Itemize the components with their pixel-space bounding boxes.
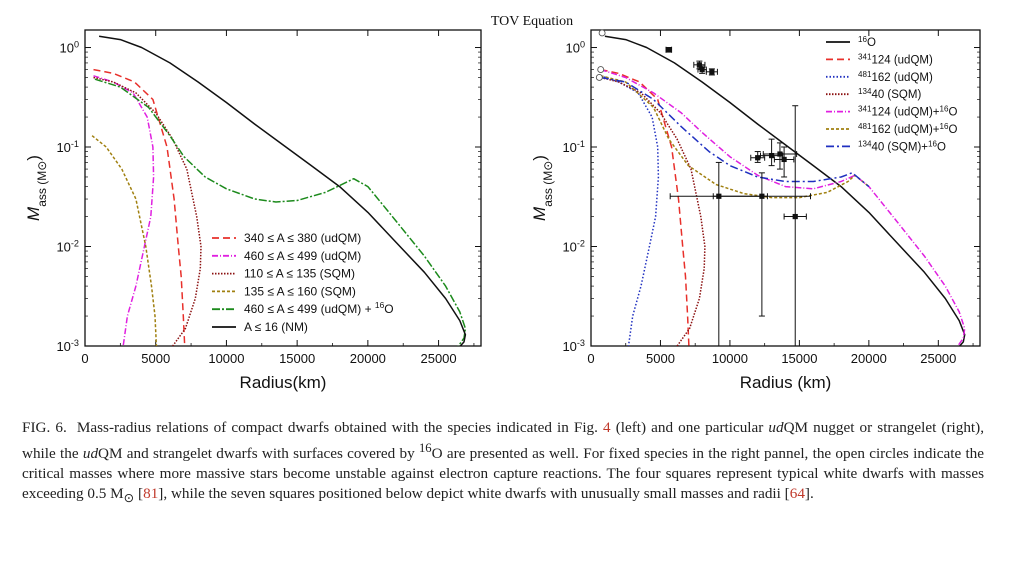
legend-label-0: 16O: [858, 35, 876, 50]
critical-point: [598, 29, 606, 37]
series-line-0: [604, 35, 966, 346]
x-tick-label: 15000: [781, 351, 817, 366]
legend-label-0: 340 ≤ A ≤ 380 (udQM): [244, 231, 361, 245]
legend-label-3: 13440 (SQM): [858, 87, 921, 102]
legend-label-6: 13440 (SQM)+16O: [858, 139, 946, 154]
y-tick-label: 10-3: [562, 338, 585, 354]
legend-label-2: 110 ≤ A ≤ 135 (SQM): [244, 267, 355, 281]
x-tick-label: 20000: [350, 351, 386, 366]
white-dwarf-point: [750, 151, 766, 163]
series-line-4: [94, 78, 467, 346]
legend-label-4: 341124 (udQM)+16O: [858, 104, 957, 119]
series-line-5: [98, 35, 467, 346]
left-panel: 0 5000 10000 15000 20000 25000 10-3 10-2 10-1 100…: [24, 29, 482, 392]
legend-label-3: 135 ≤ A ≤ 160 (SQM): [244, 284, 356, 298]
legend-label-2: 481162 (udQM): [858, 69, 933, 84]
y-axis-label: Mass (M⊙): [24, 155, 49, 221]
series-line-6: [600, 76, 870, 188]
series-line-1: [93, 75, 155, 346]
series-line-0: [93, 68, 186, 346]
white-dwarf-point: [783, 105, 807, 346]
figure-caption: FIG. 6. Mass-radius relations of compact…: [22, 418, 984, 508]
white-dwarf-point: [705, 68, 718, 76]
critical-point: [597, 66, 605, 74]
series-line-2: [93, 76, 202, 346]
critical-point: [595, 74, 603, 81]
y-tick-label: 10-3: [56, 338, 79, 354]
white-dwarf-point: [665, 46, 673, 53]
y-axis-label: Mass (M⊙): [530, 155, 555, 221]
legend: 340 ≤ A ≤ 380 (udQM) 460 ≤ A ≤ 499 (udQM)…: [212, 231, 394, 334]
legend-label-1: 460 ≤ A ≤ 499 (udQM): [244, 249, 361, 263]
legend-label-5: A ≤ 16 (NM): [244, 320, 308, 334]
right-panel: 0 5000 10000 15000 20000 25000 10-3 10-2 10-1 100…: [530, 29, 981, 392]
x-tick-label: 25000: [920, 351, 956, 366]
x-axis-label: Radius(km): [240, 373, 327, 392]
legend-label-5: 481162 (udQM)+16O: [858, 122, 957, 137]
series-line-5: [600, 75, 870, 199]
x-tick-label: 10000: [712, 351, 748, 366]
white-dwarf-point: [693, 60, 706, 70]
y-tick-label: 10-1: [56, 139, 79, 155]
x-tick-label: 5000: [141, 351, 170, 366]
white-dwarf-point: [712, 172, 812, 317]
plot-frame: [84, 29, 482, 347]
series-line-2: [600, 75, 660, 346]
y-tick-label: 10-2: [562, 239, 585, 255]
x-tick-label: 25000: [420, 351, 456, 366]
y-tick-label: 10-2: [56, 239, 79, 255]
series-line-1: [600, 68, 690, 346]
x-axis-label: Radius (km): [740, 373, 832, 392]
y-tick-label: 100: [59, 40, 79, 56]
series-line-3: [600, 76, 706, 346]
legend-label-4: 460 ≤ A ≤ 499 (udQM) + 16O: [244, 300, 394, 316]
y-tick-label: 100: [565, 40, 585, 56]
caption-label: FIG. 6.: [22, 419, 67, 436]
x-tick-label: 5000: [646, 351, 675, 366]
white-dwarf-point: [669, 161, 768, 346]
legend: 16O 341124 (udQM) 481162 (udQM) 13440 (SQM)…: [826, 35, 957, 154]
plot-frame: [590, 29, 981, 347]
x-tick-label: 20000: [851, 351, 887, 366]
white-dwarf-point: [762, 142, 798, 170]
y-tick-label: 10-1: [562, 139, 585, 155]
white-dwarf-point: [773, 146, 795, 178]
series-line-3: [91, 135, 158, 346]
page-title: TOV Equation: [491, 14, 573, 29]
legend-label-1: 341124 (udQM): [858, 52, 933, 67]
x-tick-label: 0: [81, 351, 88, 366]
x-tick-label: 0: [587, 351, 594, 366]
x-tick-label: 15000: [279, 351, 315, 366]
caption-text: Mass-radius relations of compact dwarfs …: [22, 419, 985, 506]
x-tick-label: 10000: [208, 351, 244, 366]
